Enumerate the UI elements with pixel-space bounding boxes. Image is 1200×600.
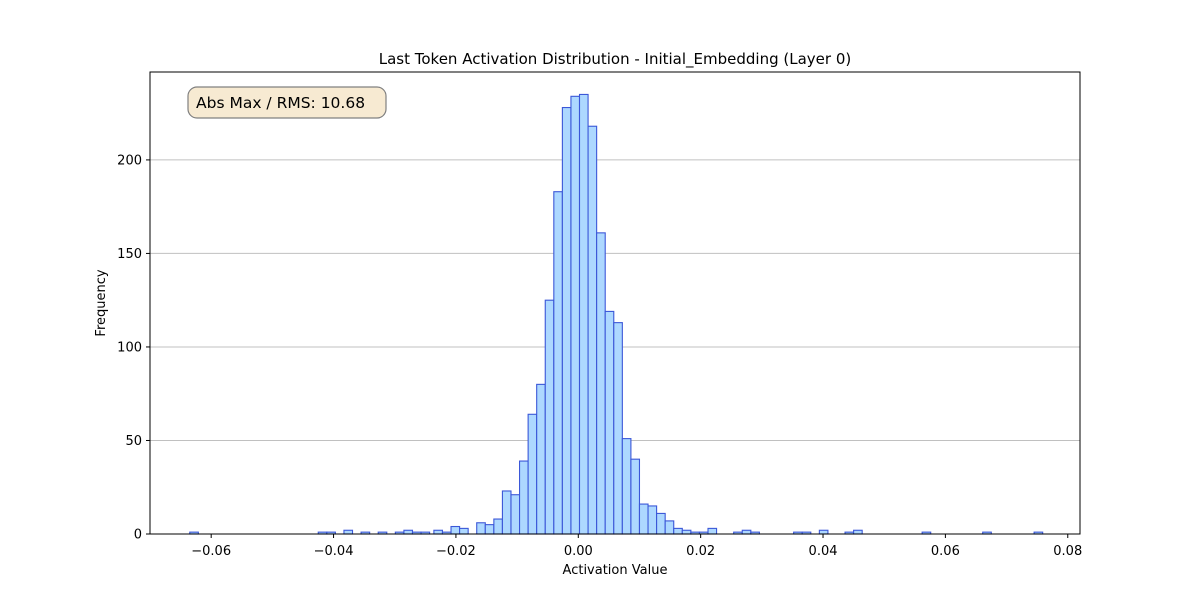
chart-title: Last Token Activation Distribution - Ini… xyxy=(379,50,851,69)
plot-frame xyxy=(149,71,1081,535)
x-tick-label: 0.08 xyxy=(1053,544,1082,559)
histogram-bar xyxy=(459,527,469,535)
histogram-bar xyxy=(493,518,503,535)
histogram-bar xyxy=(673,527,683,535)
histogram-bar xyxy=(343,529,354,535)
histogram-bar xyxy=(570,95,581,535)
histogram-bar xyxy=(403,529,414,535)
histogram-bar xyxy=(621,438,632,535)
x-tick-label: 0.04 xyxy=(809,544,838,559)
histogram-bar xyxy=(544,299,555,535)
x-tick-label: 0.02 xyxy=(686,544,715,559)
histogram-bar xyxy=(604,310,615,535)
histogram-bar xyxy=(818,529,829,535)
annotation-box-background xyxy=(187,86,387,119)
histogram-bar xyxy=(476,522,486,535)
histogram-bar xyxy=(501,490,512,535)
x-tick-label: −0.04 xyxy=(314,544,354,559)
histogram-bar xyxy=(578,93,589,535)
annotation-text: Abs Max / RMS: 10.68 xyxy=(196,94,365,112)
histogram-bar xyxy=(587,125,598,535)
x-tick-label: −0.06 xyxy=(191,544,231,559)
histogram-bar xyxy=(638,503,649,535)
histogram-bar xyxy=(433,529,444,535)
y-axis-ticks: 0 50 100 150 200 xyxy=(117,153,150,543)
histogram-bar xyxy=(450,525,461,535)
y-tick-label: 50 xyxy=(125,434,142,449)
histogram-bar xyxy=(561,106,572,535)
histogram-bar xyxy=(527,413,538,535)
x-axis-ticks: −0.06 −0.04 −0.02 0.00 0.02 0.04 0.06 0.08 xyxy=(191,534,1082,559)
histogram-bar xyxy=(656,512,666,535)
histogram-bar xyxy=(484,524,495,535)
histogram-bar xyxy=(681,529,692,535)
histogram-bar xyxy=(510,494,521,535)
histogram-bar xyxy=(613,322,623,535)
histogram-bar xyxy=(519,460,529,535)
histogram-bar xyxy=(596,232,606,535)
y-tick-label: 0 xyxy=(134,528,142,543)
annotation-box: Abs Max / RMS: 10.68 xyxy=(187,86,387,119)
y-tick-label: 150 xyxy=(117,247,142,262)
histogram-bar xyxy=(647,505,658,535)
histogram-bar xyxy=(553,191,563,535)
x-axis-label: Activation Value xyxy=(563,563,668,578)
histogram-bar xyxy=(741,529,752,535)
histogram-bar xyxy=(630,458,641,535)
x-tick-label: 0.00 xyxy=(564,544,593,559)
histogram-bar xyxy=(707,527,718,535)
x-tick-label: −0.02 xyxy=(436,544,476,559)
histogram-bar xyxy=(853,529,863,535)
y-axis-label: Frequency xyxy=(94,269,109,336)
histogram-bar xyxy=(664,520,675,535)
y-tick-label: 100 xyxy=(117,340,142,355)
y-tick-label: 200 xyxy=(117,153,142,168)
x-tick-label: 0.06 xyxy=(931,544,960,559)
histogram-bar xyxy=(536,383,546,535)
